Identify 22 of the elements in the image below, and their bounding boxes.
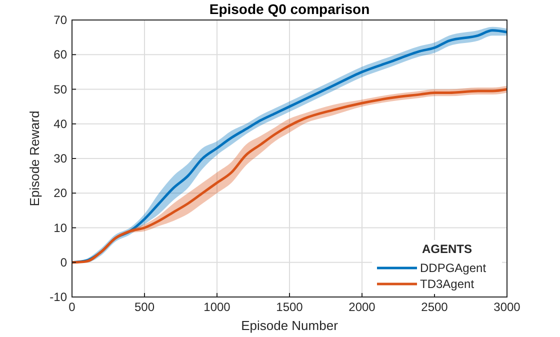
x-axis-title: Episode Number — [241, 318, 339, 333]
y-axis-title: Episode Reward — [27, 110, 42, 206]
x-tick-label: 1500 — [276, 300, 304, 314]
legend-label: DDPGAgent — [420, 261, 487, 275]
x-tick-label: 0 — [68, 300, 76, 314]
y-tick-label: 20 — [54, 186, 68, 200]
legend-title: AGENTS — [422, 242, 472, 256]
y-tick-label: 10 — [54, 220, 68, 235]
y-tick-label: 0 — [60, 255, 68, 270]
x-tick-label: 2000 — [348, 300, 376, 314]
x-tick-label: 500 — [134, 300, 155, 314]
y-tick-label: 60 — [54, 48, 68, 62]
y-tick-label: -10 — [50, 290, 68, 304]
y-tick-label: 40 — [54, 116, 68, 131]
legend-label: TD3Agent — [420, 277, 475, 291]
x-tick-label: 1000 — [204, 300, 231, 314]
y-tick-label: 70 — [54, 13, 68, 27]
y-tick-label: 50 — [54, 82, 68, 96]
x-tick-label: 3000 — [494, 300, 521, 314]
chart-title: Episode Q0 comparison — [209, 1, 370, 17]
x-tick-label: 2500 — [421, 300, 448, 314]
y-tick-label: 30 — [54, 152, 68, 166]
